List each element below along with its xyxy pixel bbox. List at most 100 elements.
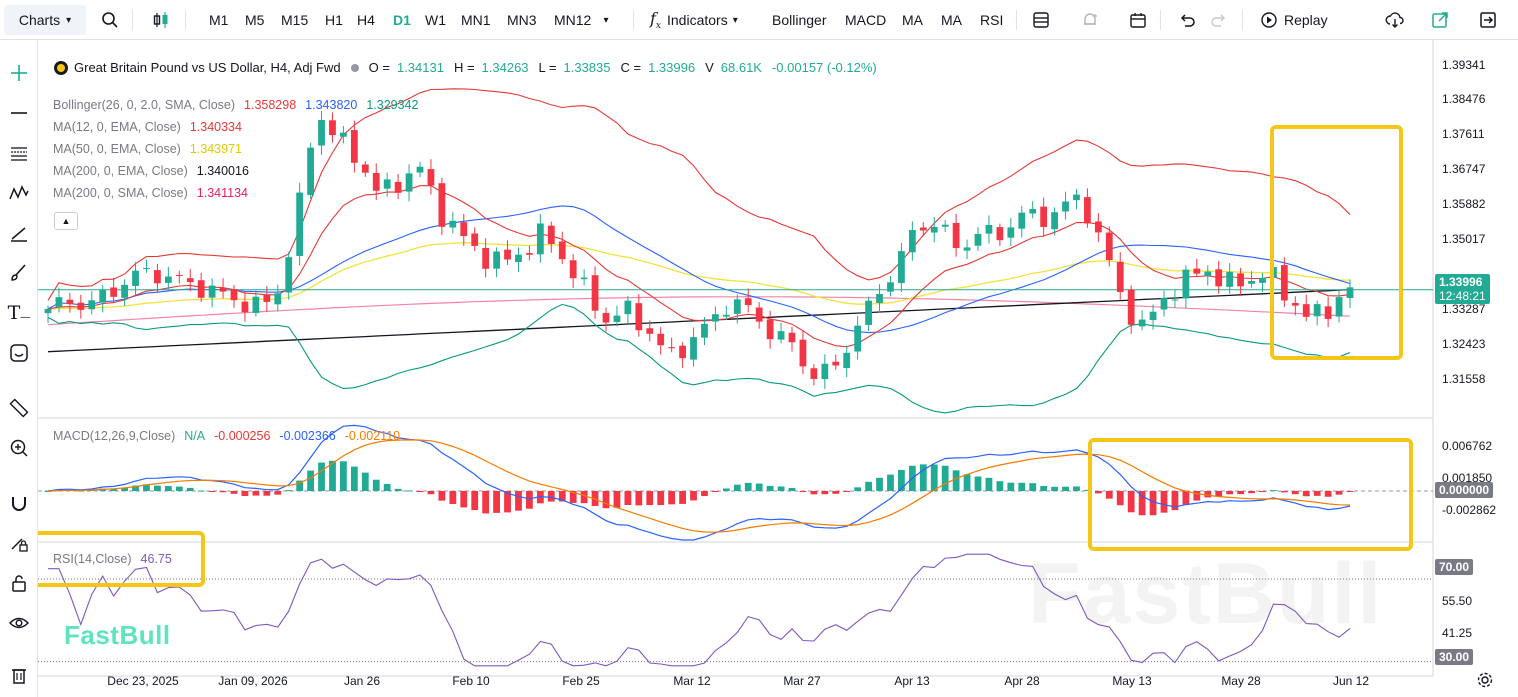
indicator-legend-bollinger[interactable]: Bollinger(26, 0, 2.0, SMA, Close) 1.35829… (53, 98, 422, 112)
candle-body (318, 119, 325, 146)
candle-body (526, 253, 533, 255)
macd-histogram-bar (394, 488, 402, 491)
price-axis-label: 1.37611 (1442, 127, 1485, 141)
macd-hist-value: -0.000256 (214, 429, 271, 443)
layout-icon[interactable] (1026, 5, 1056, 35)
magnet-icon[interactable] (4, 488, 34, 518)
settings-gear-icon[interactable] (1476, 671, 1496, 691)
candle-body (1335, 297, 1343, 317)
candle-body (1259, 277, 1266, 283)
unlock-icon[interactable] (4, 568, 34, 598)
macd-histogram-bar (1171, 491, 1179, 511)
emoji-icon[interactable] (4, 338, 34, 368)
indicator-legend-ma50[interactable]: MA(50, 0, EMA, Close) 1.343971 (53, 142, 246, 156)
interval-mn3[interactable]: MN3 (507, 12, 537, 28)
candle-body (755, 307, 763, 322)
interval-m15[interactable]: M15 (281, 12, 309, 28)
chart-type-candles-icon[interactable] (146, 5, 176, 35)
indicators-button[interactable]: fx Indicators ▾ (650, 5, 738, 35)
interval-dropdown-icon[interactable]: ▾ (603, 14, 609, 26)
candle-body (1237, 273, 1244, 287)
macd-histogram-bar (1193, 491, 1201, 501)
candle-body (515, 254, 522, 263)
highlight-box-macd (1088, 438, 1413, 551)
close-label: C = (620, 60, 642, 75)
macd-histogram-bar (1051, 486, 1058, 491)
text-tool-icon[interactable]: T — (7, 302, 31, 324)
interval-m5[interactable]: M5 (245, 12, 265, 28)
fastbull-logo: FastBull (64, 620, 171, 650)
interval-h4[interactable]: H4 (357, 12, 375, 28)
macd-histogram-bar (1226, 491, 1234, 495)
indicator-label: Bollinger(26, 0, 2.0, SMA, Close) (53, 98, 236, 112)
chart-area[interactable]: 1.39341 1.38476 1.37611 1.36747 1.35882 1.350… (33, 40, 1518, 697)
macd-histogram-bar (1116, 491, 1124, 506)
candle-body (66, 299, 74, 305)
parallel-channel-icon[interactable] (4, 138, 34, 168)
crosshair-icon[interactable] (4, 58, 34, 88)
horizontal-line-icon[interactable] (4, 98, 34, 128)
trend-line-icon[interactable] (4, 218, 34, 248)
redo-icon[interactable] (1204, 5, 1234, 35)
candle-body (164, 276, 172, 283)
quick-indicator-macd[interactable]: MACD (845, 12, 887, 28)
macd-histogram-bar (624, 491, 632, 506)
candle-body (810, 368, 818, 379)
candle-body (55, 297, 63, 307)
pattern-icon[interactable] (4, 178, 34, 208)
interval-d1[interactable]: D1 (393, 12, 411, 28)
zoom-in-icon[interactable] (4, 433, 34, 463)
search-icon[interactable] (95, 5, 125, 35)
macd-line-value: -0.002366 (279, 429, 336, 443)
candle-body (941, 224, 949, 227)
candle-body (44, 308, 52, 314)
macd-histogram-bar (197, 490, 205, 492)
ruler-icon[interactable] (4, 393, 34, 423)
macd-histogram-bar (701, 491, 708, 497)
macd-histogram-bar (996, 481, 1004, 491)
undo-icon[interactable] (1172, 5, 1202, 35)
brush-icon[interactable] (4, 258, 34, 288)
replay-button[interactable]: Replay (1260, 5, 1328, 35)
candle-body (744, 298, 752, 306)
interval-m1[interactable]: M1 (209, 12, 229, 28)
eye-icon[interactable] (4, 608, 34, 638)
quick-indicator-ma-2[interactable]: MA (941, 12, 962, 28)
macd-histogram-bar (985, 477, 993, 491)
indicator-legend-ma12[interactable]: MA(12, 0, EMA, Close) 1.340334 (53, 120, 246, 134)
macd-legend[interactable]: MACD(12,26,9,Close) N/A -0.000256 -0.002366… (53, 429, 404, 443)
bollinger-upper-line (47, 88, 1351, 301)
quick-indicator-ma[interactable]: MA (902, 12, 923, 28)
macd-histogram-bar (799, 491, 807, 492)
interval-mn12[interactable]: MN12 (554, 12, 592, 28)
chevron-down-icon: ▾ (66, 14, 72, 26)
macd-histogram-bar (1029, 483, 1037, 491)
macd-histogram-bar (1182, 491, 1190, 505)
cloud-download-icon[interactable] (1380, 5, 1410, 35)
price-chart-canvas[interactable]: 1.39341 1.38476 1.37611 1.36747 1.35882 1.350… (33, 40, 1518, 697)
quick-indicator-bollinger[interactable]: Bollinger (772, 12, 827, 28)
interval-w1[interactable]: W1 (425, 12, 446, 28)
interval-mn1[interactable]: MN1 (461, 12, 491, 28)
fastbull-watermark: FastBull (1028, 546, 1384, 642)
alert-icon[interactable] (1075, 5, 1105, 35)
exit-fullscreen-icon[interactable] (1473, 5, 1503, 35)
trash-icon[interactable] (4, 660, 34, 690)
candle-body (77, 302, 85, 310)
macd-histogram-bar (208, 491, 216, 492)
collapse-legend-button[interactable]: ▲ (54, 212, 78, 230)
indicator-legend-ema200[interactable]: MA(200, 0, EMA, Close) 1.340016 (53, 164, 253, 178)
interval-h1[interactable]: H1 (325, 12, 343, 28)
calendar-icon[interactable] (1123, 5, 1153, 35)
quick-indicator-rsi[interactable]: RSI (980, 12, 1004, 28)
time-axis-label: Feb 25 (562, 674, 600, 688)
lock-drawings-icon[interactable] (4, 528, 34, 558)
charts-menu-button[interactable]: Charts ▾ (4, 5, 86, 35)
external-link-icon[interactable] (1425, 5, 1455, 35)
indicator-legend-sma200[interactable]: MA(200, 0, SMA, Close) 1.341134 (53, 186, 252, 200)
rsi-legend[interactable]: RSI(14,Close) 46.75 (53, 552, 176, 566)
candle-body (143, 267, 150, 269)
candle-body (788, 332, 796, 343)
candle-body (821, 363, 829, 380)
macd-axis-label: 0.006762 (1442, 439, 1492, 453)
